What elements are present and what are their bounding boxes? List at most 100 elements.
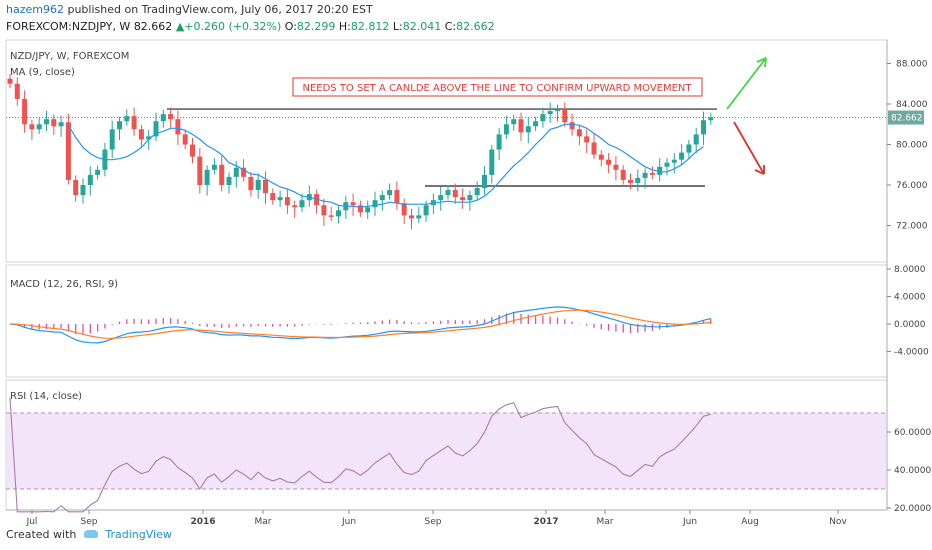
ma-line	[67, 123, 704, 208]
symbol-label: FOREXCOM:NZDJPY, W	[6, 20, 131, 33]
candle-down	[14, 83, 20, 99]
candle-down	[131, 116, 137, 130]
pane-frame	[5, 264, 888, 378]
candle-up	[489, 149, 495, 175]
candle-down	[409, 215, 414, 219]
rsi-line	[9, 397, 711, 513]
candle-down	[613, 164, 619, 170]
candle-down	[357, 205, 363, 213]
time-tick-label: Jul	[26, 517, 38, 527]
rsi-tick-label: 60.0000	[894, 428, 931, 438]
candle-down	[328, 215, 334, 217]
last-price-tag-label: 82.662	[891, 114, 923, 124]
time-tick-label: Sep	[81, 517, 98, 527]
candle-up	[58, 122, 64, 127]
time-tick-label: 2016	[190, 517, 215, 527]
candle-down	[263, 179, 268, 194]
candle-down	[168, 114, 174, 120]
price-tick-label: 88.000	[896, 60, 928, 70]
candle-up	[555, 109, 560, 112]
candle-up	[36, 124, 42, 130]
candle-down	[598, 154, 604, 160]
macd-tick-label: 8.0000	[894, 265, 926, 275]
candle-down	[190, 144, 195, 157]
candle-up	[160, 114, 166, 122]
candle-up	[701, 120, 706, 135]
candle-down	[65, 122, 71, 180]
up-arrow-head-icon	[756, 57, 767, 68]
macd-pane-label: MACD (12, 26, RSI, 9)	[10, 279, 118, 290]
candle-up	[693, 134, 699, 145]
price-tick-label: 84.000	[896, 100, 928, 110]
candle-down	[51, 119, 57, 127]
tradingview-logo-icon[interactable]	[83, 530, 98, 538]
pane-frame	[5, 39, 888, 263]
candle-up	[416, 215, 422, 219]
candle-down	[7, 78, 13, 84]
down-arrow-head-icon	[754, 165, 765, 175]
candle-up	[146, 136, 152, 140]
candle-up	[474, 188, 480, 196]
last-price: 82.662	[133, 20, 173, 33]
time-tick-label: Jun	[682, 517, 697, 527]
candle-up	[233, 167, 239, 177]
candle-up	[277, 197, 283, 201]
candle-down	[219, 164, 225, 185]
candle-up	[211, 164, 217, 170]
price-tick-label: 72.000	[896, 222, 928, 232]
candle-up	[445, 190, 451, 196]
macd-tick-label: -4.0000	[894, 348, 929, 358]
author-name[interactable]: hazem962	[6, 3, 64, 16]
footer-created-label: Created with	[6, 528, 77, 541]
candle-up	[503, 124, 509, 135]
note-box	[292, 77, 703, 97]
low-label: L:	[392, 20, 403, 33]
rsi-tick-label: 40.0000	[894, 466, 931, 476]
price-tick-label: 76.000	[896, 181, 928, 191]
candle-up	[204, 169, 210, 185]
rsi-band	[7, 413, 886, 489]
time-tick-label: Sep	[425, 517, 442, 527]
candle-up	[547, 111, 553, 115]
candle-down	[248, 176, 254, 191]
candle-up	[671, 159, 677, 163]
candle-up	[372, 200, 378, 208]
candle-down	[292, 205, 298, 208]
macd-signal-line	[9, 309, 711, 339]
candle-up	[511, 119, 517, 125]
last-price-tag	[888, 110, 924, 125]
candle-up	[153, 121, 159, 137]
price-tick-label: 80.000	[896, 141, 928, 151]
candle-down	[394, 190, 400, 204]
time-tick-label: Mar	[597, 517, 614, 527]
candle-up	[95, 169, 101, 175]
high-value: 82.812	[350, 20, 390, 33]
candle-up	[664, 162, 670, 167]
candle-up	[496, 134, 502, 150]
candle-down	[569, 122, 575, 130]
up-arrow-shaft	[726, 57, 767, 110]
candle-up	[336, 210, 341, 217]
macd-tick-label: 0.0000	[894, 320, 926, 330]
change-arrow-icon: ▲	[175, 20, 185, 33]
candle-up	[642, 172, 648, 178]
close-label: C:	[444, 20, 457, 33]
candle-up	[109, 129, 115, 150]
candle-down	[460, 197, 466, 201]
candle-up	[80, 185, 86, 196]
candle-down	[401, 203, 407, 216]
ma-legend-label: MA (9, close)	[10, 67, 75, 78]
candle-up	[365, 207, 371, 213]
candle-up	[226, 176, 232, 185]
candle-down	[241, 167, 247, 177]
candle-down	[284, 197, 290, 206]
candle-down	[649, 172, 655, 175]
footer-brand[interactable]: TradingView	[105, 528, 172, 541]
candle-up	[423, 205, 429, 216]
candle-down	[562, 109, 568, 123]
candle-down	[270, 193, 276, 201]
candle-up	[438, 195, 444, 201]
candle-down	[606, 159, 612, 165]
time-tick-label: Mar	[255, 517, 272, 527]
